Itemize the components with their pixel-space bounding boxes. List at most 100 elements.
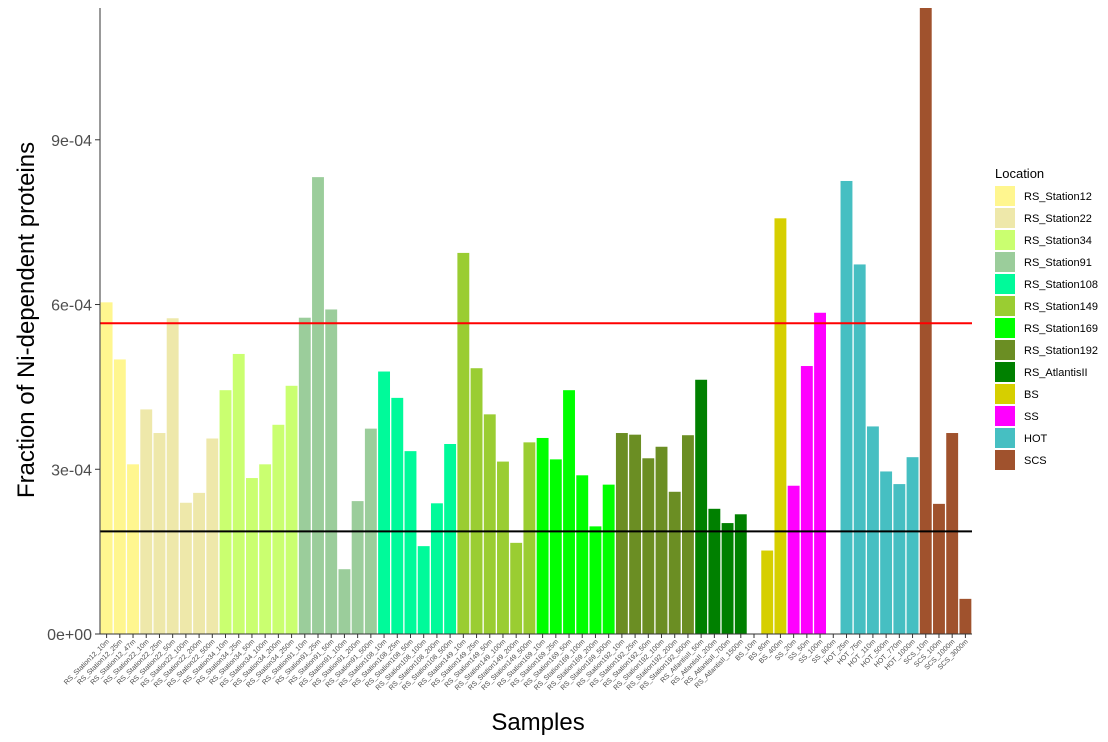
y-tick-label: 0e+00 — [47, 627, 92, 644]
bar-hot-500m — [880, 471, 893, 634]
legend-label: RS_Station108 — [1024, 279, 1098, 291]
bar-rs-station169-200m — [589, 526, 602, 634]
bar-rs-station169-100m — [576, 475, 589, 634]
reference-lines — [100, 322, 972, 533]
legend-swatch — [995, 296, 1015, 316]
legend-label: RS_Station34 — [1024, 235, 1092, 247]
bar-rs-station192-500m — [681, 435, 694, 634]
legend-label: RS_Station149 — [1024, 301, 1098, 313]
bar-rs-station22-10m — [140, 409, 153, 634]
legend-label: SCS — [1024, 455, 1047, 467]
legend-swatch — [995, 384, 1015, 404]
legend-label: RS_Station22 — [1024, 213, 1092, 225]
bar-rs-station108-200m — [430, 503, 443, 634]
bar-rs-station12-47m — [127, 464, 139, 634]
bar-rs-station91-200m — [351, 501, 364, 634]
y-axis-title: Fraction of Ni-dependent proteins — [13, 142, 40, 498]
bar-rs-atlantisii-200m — [708, 508, 721, 634]
bar-rs-station192-200m — [668, 491, 681, 634]
bar-hot-110m — [866, 426, 879, 634]
bar-rs-station34-50m — [245, 478, 258, 634]
bar-rs-station192-10m — [615, 433, 628, 634]
bar-rs-station34-250m — [285, 385, 298, 634]
bar-rs-station22-50m — [166, 318, 179, 634]
legend: Location RS_Station12 RS_Station22 RS_Stat… — [995, 166, 1098, 470]
bar-bs-400m — [774, 218, 787, 635]
bar-rs-station169-50m — [563, 390, 575, 634]
legend-label: HOT — [1024, 433, 1048, 445]
bar-scs-100m — [933, 503, 945, 634]
legend-swatch — [995, 318, 1015, 338]
bar-rs-station22-500m — [206, 438, 219, 634]
legend-label: RS_Station91 — [1024, 257, 1092, 269]
bar-rs-station169-25m — [549, 459, 562, 634]
bar-scs-1000m — [946, 433, 959, 634]
legend-label: RS_Station169 — [1024, 323, 1098, 335]
y-tick-label: 9e-04 — [51, 133, 92, 150]
bar-rs-station91-100m — [338, 569, 351, 634]
legend-swatch — [995, 186, 1015, 206]
legend-swatch — [995, 208, 1015, 228]
bar-scs-10m — [919, 8, 932, 634]
bar-rs-station108-500m — [444, 444, 457, 634]
legend-title: Location — [995, 166, 1044, 181]
bar-rs-station108-100m — [417, 546, 430, 634]
bar-rs-station149-50m — [483, 414, 496, 634]
bar-rs-station12-10m — [100, 302, 113, 634]
bar-rs-station22-200m — [193, 492, 206, 634]
legend-swatch — [995, 450, 1015, 470]
bar-rs-station91-10m — [298, 317, 311, 634]
legend-swatch — [995, 252, 1015, 272]
legend-label: BS — [1024, 389, 1039, 401]
bar-rs-atlantisii-50m — [695, 379, 708, 634]
legend-label: RS_Station12 — [1024, 191, 1092, 203]
bars — [100, 8, 972, 635]
bar-hot-770m — [893, 484, 906, 634]
bar-ss-100m — [814, 312, 827, 634]
legend-swatch — [995, 274, 1015, 294]
bar-rs-station22-25m — [153, 433, 166, 634]
bar-rs-station108-10m — [378, 371, 391, 634]
x-axis-title: Samples — [491, 709, 584, 736]
bar-rs-station22-100m — [179, 502, 192, 634]
y-axis-ticks: 0e+00 3e-04 6e-04 9e-04 — [47, 133, 100, 644]
bar-rs-station192-50m — [642, 458, 655, 634]
bar-rs-station149-200m — [510, 542, 523, 634]
x-axis-ticks: RS_Station12_10mRS_Station12_25mRS_Stati… — [63, 634, 970, 692]
bar-rs-station12-25m — [113, 359, 126, 634]
bar-ss-20m — [787, 485, 800, 634]
legend-label: RS_Station192 — [1024, 345, 1098, 357]
bar-rs-station192-100m — [655, 446, 668, 634]
legend-swatch — [995, 428, 1015, 448]
bar-rs-atlantisii-1500m — [734, 514, 747, 634]
bar-rs-station149-10m — [457, 252, 470, 635]
bar-rs-station192-25m — [629, 434, 642, 634]
legend-label: SS — [1024, 411, 1039, 423]
legend-label: RS_AtlantisII — [1024, 367, 1088, 379]
bar-rs-atlantisii-700m — [721, 523, 734, 634]
bar-rs-station149-100m — [497, 461, 509, 634]
bar-rs-station108-50m — [404, 451, 417, 634]
bar-rs-station149-25m — [470, 368, 483, 634]
legend-swatch — [995, 340, 1015, 360]
bar-rs-station108-25m — [391, 397, 404, 634]
bar-rs-station34-200m — [272, 424, 285, 634]
legend-swatch — [995, 230, 1015, 250]
y-tick-label: 6e-04 — [51, 298, 92, 315]
bar-hot-75m — [853, 264, 866, 634]
bar-hot-25m — [840, 180, 853, 634]
bar-rs-station34-25m — [232, 353, 245, 634]
legend-swatch — [995, 362, 1015, 382]
bar-hot-1000m — [906, 457, 919, 634]
bar-rs-station34-10m — [219, 390, 232, 634]
bar-rs-station91-50m — [325, 309, 338, 634]
bar-rs-station149-500m — [523, 442, 536, 634]
bar-bs-80m — [761, 550, 774, 634]
bar-scs-3000m — [959, 598, 972, 634]
bar-rs-station169-500m — [602, 484, 615, 634]
bar-ss-50m — [800, 366, 813, 634]
bar-rs-station91-25m — [312, 177, 324, 634]
y-tick-label: 3e-04 — [51, 462, 92, 479]
legend-swatch — [995, 406, 1015, 426]
